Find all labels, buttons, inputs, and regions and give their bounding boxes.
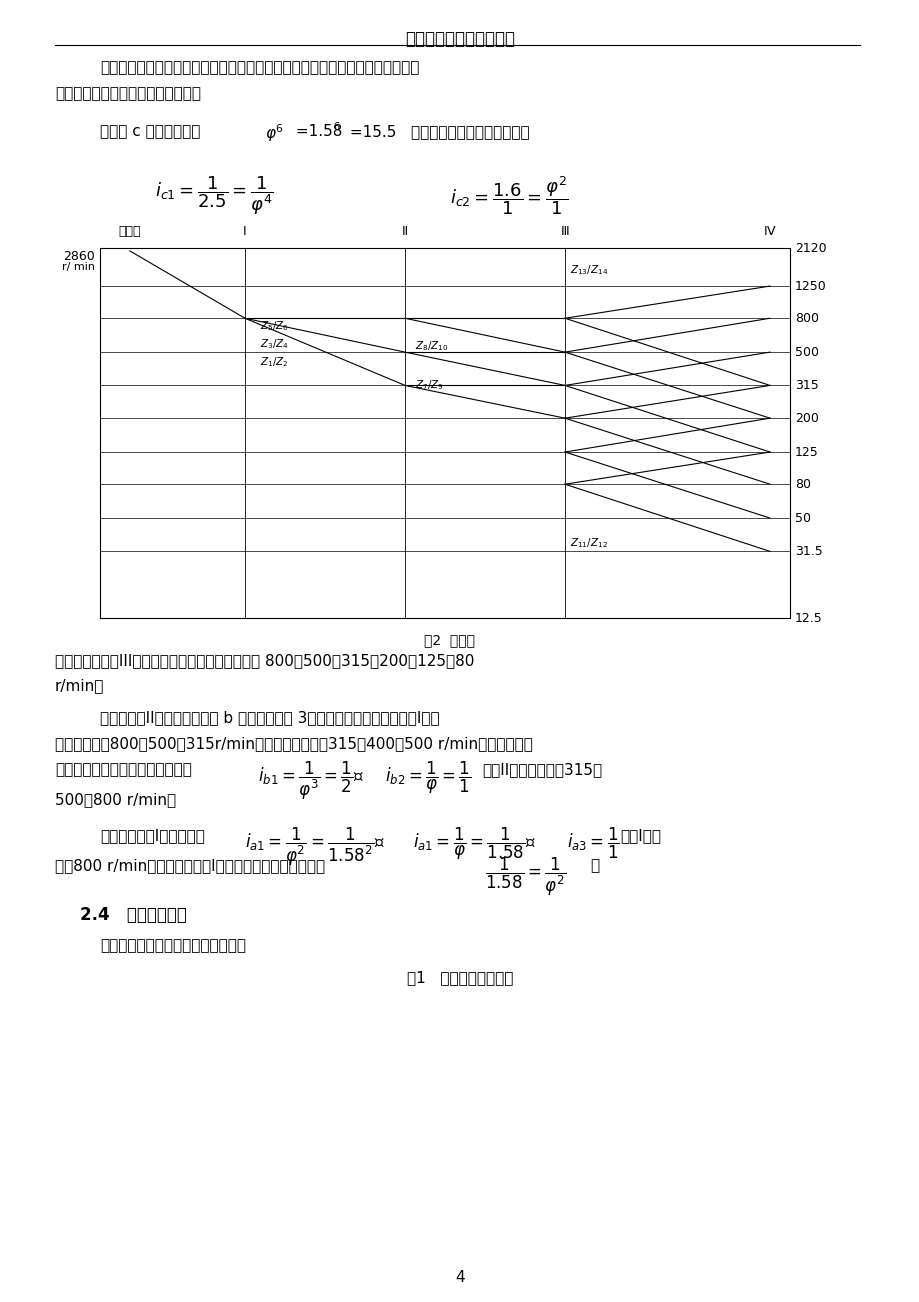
Text: $i_{a3}=\dfrac{1}{1}$: $i_{a3}=\dfrac{1}{1}$ <box>566 825 619 861</box>
Text: 31.5: 31.5 <box>794 544 822 557</box>
Text: 传动组 c 的变速范围为: 传动组 c 的变速范围为 <box>100 124 200 139</box>
Text: 。轴I的转: 。轴I的转 <box>619 828 660 842</box>
Text: 中北大学课程设计说明书: 中北大学课程设计说明书 <box>404 30 515 48</box>
Text: 中间各轴的转速可以从电动机轴往后推，也可以从主轴开始往前推。通常以往前: 中间各轴的转速可以从电动机轴往后推，也可以从主轴开始往前推。通常以往前 <box>100 60 419 76</box>
Text: 2.4   齿轮齿数确定: 2.4 齿轮齿数确定 <box>80 906 187 924</box>
Text: 500、800 r/min。: 500、800 r/min。 <box>55 792 176 807</box>
Text: 利用查表法求出各传动组齿轮齿数：: 利用查表法求出各传动组齿轮齿数： <box>100 937 245 953</box>
Text: $Z_{11}/Z_{12}$: $Z_{11}/Z_{12}$ <box>570 536 607 549</box>
Text: 315: 315 <box>794 379 818 392</box>
Text: =15.5   可知两个传动副的传动比为：: =15.5 可知两个传动副的传动比为： <box>345 124 529 139</box>
Text: 800: 800 <box>794 311 818 324</box>
Text: 80: 80 <box>794 478 811 491</box>
Text: $Z_3/Z_4$: $Z_3/Z_4$ <box>260 337 289 352</box>
Text: 。轴II的转速确定为315、: 。轴II的转速确定为315、 <box>482 762 601 777</box>
Text: r/min。: r/min。 <box>55 678 104 693</box>
Text: $i_{b2}=\dfrac{1}{\varphi}=\dfrac{1}{1}$: $i_{b2}=\dfrac{1}{\varphi}=\dfrac{1}{1}$ <box>384 760 471 797</box>
Text: 200: 200 <box>794 411 818 424</box>
Text: 表1   各传动组齿轮齿数: 表1 各传动组齿轮齿数 <box>406 970 513 986</box>
Text: Ⅳ: Ⅳ <box>764 225 775 238</box>
Text: 。: 。 <box>589 858 598 874</box>
Text: 4: 4 <box>455 1269 464 1285</box>
Text: 速：800 r/min。电动机轴与轴I之间为带传动，传动比接近: 速：800 r/min。电动机轴与轴I之间为带传动，传动比接近 <box>55 858 324 874</box>
Text: $Z_5/Z_6$: $Z_5/Z_6$ <box>260 319 289 333</box>
Bar <box>100 247 789 618</box>
Text: Ⅲ: Ⅲ <box>560 225 569 238</box>
Text: $^6$: $^6$ <box>333 122 340 135</box>
Text: 随后决定轴II的转速，传动组 b 的级比指数为 3，在传动比极限范围内，轴I的最: 随后决定轴II的转速，传动组 b 的级比指数为 3，在传动比极限范围内，轴I的最 <box>100 710 439 725</box>
Text: $Z_1/Z_2$: $Z_1/Z_2$ <box>260 355 289 370</box>
Text: 同理，对于轴I，可取：，: 同理，对于轴I，可取：， <box>100 828 205 842</box>
Text: Ⅰ: Ⅰ <box>243 225 246 238</box>
Text: r/ min: r/ min <box>62 262 95 272</box>
Text: $\varphi^6$: $\varphi^6$ <box>265 122 284 143</box>
Text: 2860: 2860 <box>63 250 95 263</box>
Text: $Z_7/Z_9$: $Z_7/Z_9$ <box>414 378 444 392</box>
Text: =1.58: =1.58 <box>290 124 342 139</box>
Text: $i_{a1}=\dfrac{1}{\varphi^2}=\dfrac{1}{1.58^2}$，: $i_{a1}=\dfrac{1}{\varphi^2}=\dfrac{1}{1… <box>244 825 385 868</box>
Text: $Z_8/Z_{10}$: $Z_8/Z_{10}$ <box>414 339 448 353</box>
Text: $i_{b1}=\dfrac{1}{\varphi^3}=\dfrac{1}{2}$，: $i_{b1}=\dfrac{1}{\varphi^3}=\dfrac{1}{2… <box>257 760 364 802</box>
Text: 电动机: 电动机 <box>119 225 142 238</box>
Text: $Z_{13}/Z_{14}$: $Z_{13}/Z_{14}$ <box>570 263 607 277</box>
Text: Ⅱ: Ⅱ <box>402 225 408 238</box>
Text: 2120: 2120 <box>794 241 826 254</box>
Text: 125: 125 <box>794 445 818 458</box>
Text: 1250: 1250 <box>794 280 826 293</box>
Text: 500: 500 <box>794 345 818 358</box>
Text: 12.5: 12.5 <box>794 612 822 625</box>
Text: $i_{c1} = \dfrac{1}{2.5} = \dfrac{1}{\varphi^4}$: $i_{c1} = \dfrac{1}{2.5} = \dfrac{1}{\va… <box>154 174 274 216</box>
Text: 图2  转速图: 图2 转速图 <box>424 633 475 647</box>
Text: $i_{c2} = \dfrac{1.6}{1} = \dfrac{\varphi^2}{1}$: $i_{c2} = \dfrac{1.6}{1} = \dfrac{\varph… <box>449 174 568 216</box>
Text: 50: 50 <box>794 512 811 525</box>
Text: 高转速可为：800、500、315r/min，最底转速可为：315、400、500 r/min。为了避免升: 高转速可为：800、500、315r/min，最底转速可为：315、400、50… <box>55 736 532 751</box>
Text: 速，又不能使传动比太小，可取：: 速，又不能使传动比太小，可取： <box>55 762 192 777</box>
Text: 这样就确定了轴III的六种转速只有一种可能，即为 800、500、315、200、125、80: 这样就确定了轴III的六种转速只有一种可能，即为 800、500、315、200… <box>55 654 474 668</box>
Text: $i_{a1}=\dfrac{1}{\varphi}=\dfrac{1}{1.58}$，: $i_{a1}=\dfrac{1}{\varphi}=\dfrac{1}{1.5… <box>413 825 536 862</box>
Text: $\dfrac{1}{1.58}=\dfrac{1}{\varphi^2}$: $\dfrac{1}{1.58}=\dfrac{1}{\varphi^2}$ <box>484 855 565 898</box>
Text: 推比较方便，即先决定轴三的转速。: 推比较方便，即先决定轴三的转速。 <box>55 86 200 102</box>
